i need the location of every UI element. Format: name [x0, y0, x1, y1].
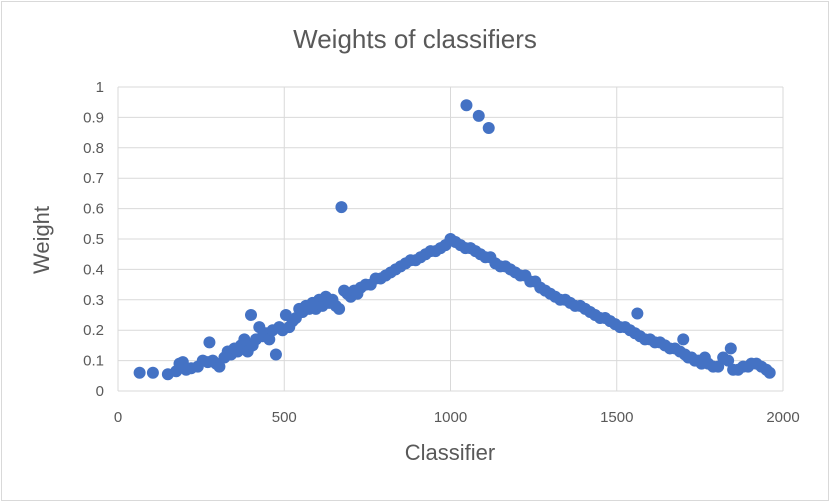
data-point [238, 333, 251, 346]
data-point [333, 302, 346, 315]
y-tick-label: 0.9 [83, 109, 104, 126]
data-point [763, 366, 776, 379]
y-tick-label: 1 [96, 79, 104, 96]
y-tick-label: 0.7 [83, 170, 104, 187]
y-tick-label: 0.3 [83, 292, 104, 309]
data-point [245, 309, 257, 321]
x-tick-label: 0 [114, 409, 122, 426]
y-tick-label: 0.6 [83, 201, 104, 218]
data-point [677, 333, 690, 346]
x-tick-label: 1000 [434, 409, 467, 426]
data-points [133, 99, 776, 381]
data-point [263, 333, 276, 346]
data-point [203, 336, 216, 349]
y-tick-label: 0.2 [83, 322, 104, 339]
data-point [472, 109, 485, 122]
data-point [335, 201, 348, 214]
x-tick-label: 1500 [600, 409, 633, 426]
data-point [460, 99, 473, 112]
data-point [146, 366, 159, 379]
tick-labels: 0 0.1 0.2 0.3 0.4 0.5 0.6 0.7 0.8 0.9 1 0 500 1000 150… [83, 79, 800, 426]
y-tick-label: 0 [96, 383, 104, 400]
x-tick-label: 500 [272, 409, 297, 426]
data-point [482, 122, 495, 135]
data-point [213, 360, 226, 373]
data-point [631, 307, 644, 320]
gridlines [117, 86, 784, 392]
x-axis-label: Classifier [404, 440, 496, 465]
data-point [712, 360, 725, 373]
data-point [269, 348, 282, 361]
y-tick-label: 0.4 [83, 261, 104, 278]
y-tick-label: 0.1 [83, 353, 104, 370]
y-tick-label: 0.8 [83, 140, 104, 157]
x-tick-label: 2000 [766, 409, 799, 426]
data-point [133, 366, 146, 379]
y-tick-label: 0.5 [83, 231, 104, 248]
chart-title: Weights of classifiers [293, 24, 537, 54]
data-point [722, 354, 735, 367]
data-point [724, 342, 737, 355]
